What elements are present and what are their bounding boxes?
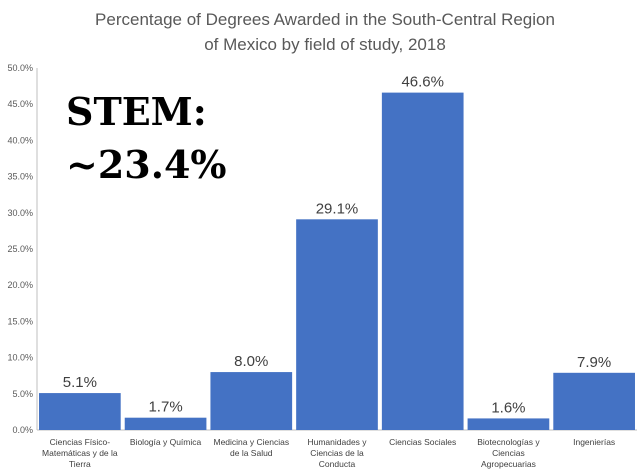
- y-tick-label: 50.0%: [7, 63, 33, 73]
- data-label: 7.9%: [577, 354, 611, 371]
- y-tick-label: 45.0%: [7, 99, 33, 109]
- bar: [296, 219, 378, 430]
- data-labels-group: 5.1% 1.7% 8.0% 29.1% 46.6% 1.6% 7.9%: [63, 74, 611, 417]
- y-axis-ticks: 0.0% 5.0% 10.0% 15.0% 20.0% 25.0% 30.0% 35.0% 40…: [7, 63, 33, 435]
- bars-group: [39, 92, 635, 430]
- y-tick-label: 25.0%: [7, 244, 33, 254]
- bar: [381, 92, 464, 430]
- data-label: 1.7%: [148, 399, 182, 416]
- category-label-line: Medicina y Ciencias: [213, 437, 289, 447]
- data-label: 46.6%: [401, 74, 444, 91]
- data-label: 8.0%: [234, 353, 268, 370]
- y-tick-label: 35.0%: [7, 172, 33, 182]
- chart-title-line-1: Percentage of Degrees Awarded in the Sou…: [95, 10, 555, 29]
- bar: [210, 372, 293, 430]
- category-label-line: Ciencias: [492, 448, 525, 458]
- y-tick-label: 0.0%: [12, 425, 33, 435]
- category-label-line: Tierra: [69, 459, 91, 469]
- category-label: Humanidades y Ciencias de la Conducta: [307, 437, 367, 469]
- category-label-line: Conducta: [319, 459, 356, 469]
- bar: [553, 372, 635, 430]
- category-label-line: Ciencias Sociales: [389, 437, 456, 447]
- category-label: Ciencias Sociales: [389, 437, 456, 447]
- chart-title-line-2: of Mexico by field of study, 2018: [204, 35, 446, 54]
- bar: [467, 418, 550, 430]
- y-tick-label: 5.0%: [12, 389, 33, 399]
- y-tick-label: 40.0%: [7, 135, 33, 145]
- y-tick-label: 10.0%: [7, 353, 33, 363]
- category-label: Ingenierías: [573, 437, 615, 447]
- y-tick-label: 15.0%: [7, 316, 33, 326]
- category-labels-group: Ciencias Físico-Matemáticas y de la Tierr…: [42, 437, 615, 469]
- bar: [124, 417, 207, 430]
- category-label-line: Matemáticas y de la: [42, 448, 118, 458]
- data-label: 29.1%: [316, 200, 359, 217]
- category-label: Biología y Química: [130, 437, 202, 447]
- y-tick-label: 30.0%: [7, 208, 33, 218]
- data-label: 5.1%: [63, 374, 97, 391]
- category-label: Ciencias Físico-Matemáticas y de la Tierr…: [42, 437, 118, 469]
- category-label-line: Ingenierías: [573, 437, 615, 447]
- category-label-line: Biología y Química: [130, 437, 202, 447]
- stem-annotation-line-2: ~23.4%: [66, 142, 227, 187]
- category-label: Medicina y Ciencias de la Salud: [213, 437, 289, 458]
- category-label-line: de la Salud: [230, 448, 273, 458]
- category-label: Biotecnologías y Ciencias Agropecuarias: [477, 437, 540, 469]
- category-label-line: Ciencias Físico-: [50, 437, 111, 447]
- category-label-line: Agropecuarias: [481, 459, 536, 469]
- category-label-line: Biotecnologías y: [477, 437, 540, 447]
- category-label-line: Ciencias de la: [310, 448, 364, 458]
- stem-annotation-line-1: STEM:: [66, 89, 207, 134]
- y-tick-label: 20.0%: [7, 280, 33, 290]
- data-label: 1.6%: [491, 399, 525, 416]
- category-label-line: Humanidades y: [307, 437, 367, 447]
- bar: [39, 393, 121, 430]
